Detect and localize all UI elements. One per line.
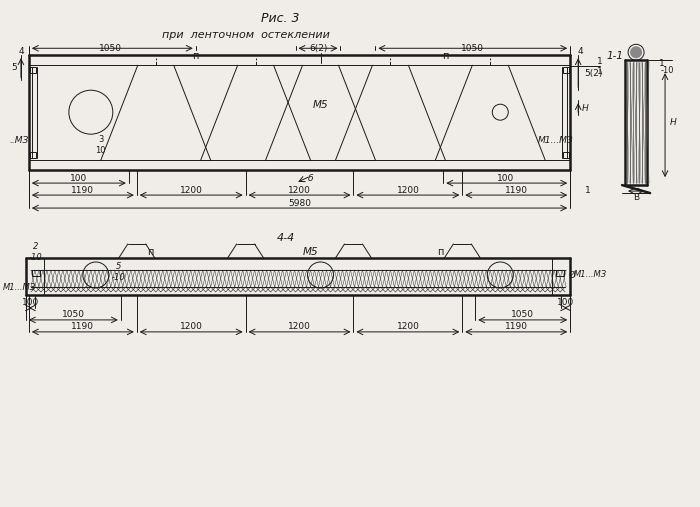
Text: 1050: 1050 bbox=[511, 310, 533, 319]
Text: при  ленточном  остеклении: при ленточном остеклении bbox=[162, 30, 330, 40]
Text: 4: 4 bbox=[578, 47, 583, 56]
Text: 100: 100 bbox=[496, 173, 514, 183]
Text: В: В bbox=[633, 193, 639, 202]
Text: п: п bbox=[438, 247, 444, 257]
Text: 5: 5 bbox=[11, 63, 17, 72]
Text: 1: 1 bbox=[597, 57, 603, 66]
Text: 5980: 5980 bbox=[288, 199, 311, 207]
Text: 1: 1 bbox=[597, 67, 603, 76]
Text: 4: 4 bbox=[18, 47, 24, 56]
Circle shape bbox=[630, 46, 642, 58]
Text: 1050: 1050 bbox=[461, 44, 484, 53]
Text: 1200: 1200 bbox=[396, 322, 419, 332]
Bar bbox=[30, 67, 36, 73]
Text: п: п bbox=[148, 247, 154, 257]
Text: 3
10: 3 10 bbox=[96, 135, 106, 155]
Text: 1200: 1200 bbox=[180, 322, 202, 332]
Text: М5: М5 bbox=[313, 100, 328, 110]
Text: 1190: 1190 bbox=[505, 186, 528, 195]
Bar bbox=[556, 270, 564, 276]
Text: 5(2): 5(2) bbox=[584, 69, 602, 78]
Text: 1-1: 1-1 bbox=[607, 51, 624, 61]
Text: 1200: 1200 bbox=[180, 186, 202, 195]
Text: 1200: 1200 bbox=[288, 186, 311, 195]
Text: б: б bbox=[308, 173, 314, 183]
Text: Н: Н bbox=[582, 104, 589, 113]
Bar bbox=[32, 270, 40, 276]
Text: ..МЗ: ..МЗ bbox=[9, 136, 29, 144]
Bar bbox=[30, 152, 36, 158]
Text: Рис. 3: Рис. 3 bbox=[261, 12, 300, 25]
Text: 6(2): 6(2) bbox=[309, 44, 328, 53]
Text: 1: 1 bbox=[585, 186, 591, 195]
Text: 2
-10: 2 -10 bbox=[29, 242, 43, 262]
Text: 1200: 1200 bbox=[396, 186, 419, 195]
Text: Ø: Ø bbox=[569, 270, 575, 279]
Text: 100: 100 bbox=[70, 173, 88, 183]
Text: 1190: 1190 bbox=[71, 322, 94, 332]
Text: 100: 100 bbox=[22, 299, 39, 307]
Text: 5
-10: 5 -10 bbox=[112, 262, 126, 282]
Text: 100: 100 bbox=[556, 299, 574, 307]
Text: М1...МЗ: М1...МЗ bbox=[573, 270, 607, 279]
Text: п: п bbox=[442, 51, 449, 61]
Text: п: п bbox=[193, 51, 199, 61]
Text: 4-4: 4-4 bbox=[276, 233, 295, 243]
Text: 1190: 1190 bbox=[505, 322, 528, 332]
Text: М1...МЗ: М1...МЗ bbox=[2, 283, 36, 293]
Bar bbox=[564, 152, 569, 158]
Bar bbox=[564, 67, 569, 73]
Text: 1050: 1050 bbox=[62, 310, 85, 319]
Text: 1: 1 bbox=[659, 59, 665, 68]
Text: М1...МЗ: М1...МЗ bbox=[538, 136, 573, 144]
Text: 1200: 1200 bbox=[288, 322, 311, 332]
Text: М5: М5 bbox=[302, 247, 318, 257]
Text: 1190: 1190 bbox=[71, 186, 94, 195]
Text: -10: -10 bbox=[660, 66, 674, 75]
Text: 1050: 1050 bbox=[99, 44, 122, 53]
Text: Н: Н bbox=[670, 118, 676, 127]
